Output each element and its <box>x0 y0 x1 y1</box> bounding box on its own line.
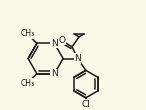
Text: N: N <box>51 69 58 78</box>
Text: CH₃: CH₃ <box>21 29 35 38</box>
Text: CH₃: CH₃ <box>21 79 35 88</box>
Text: Cl: Cl <box>81 100 90 109</box>
Text: N: N <box>74 54 81 63</box>
Text: O: O <box>59 36 66 45</box>
Text: N: N <box>51 39 58 48</box>
